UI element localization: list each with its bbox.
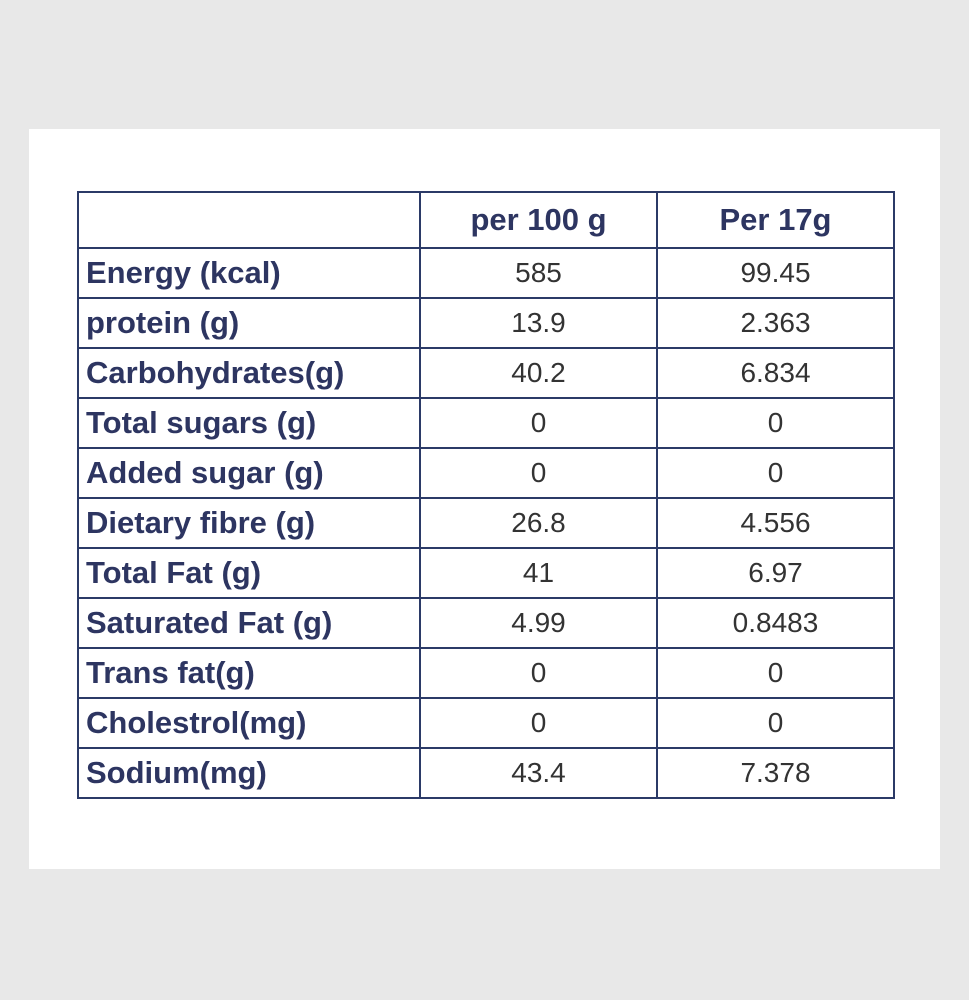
- table-row: Added sugar (g) 0 0: [77, 447, 895, 499]
- cell-value: 0: [419, 697, 658, 749]
- row-label: protein (g): [77, 297, 421, 349]
- cell-value: 4.556: [656, 497, 895, 549]
- table-row: Dietary fibre (g) 26.8 4.556: [77, 497, 895, 549]
- cell-value: 0.8483: [656, 597, 895, 649]
- cell-value: 43.4: [419, 747, 658, 799]
- cell-value: 40.2: [419, 347, 658, 399]
- cell-value: 0: [419, 397, 658, 449]
- row-label: Added sugar (g): [77, 447, 421, 499]
- table-row: Cholestrol(mg) 0 0: [77, 697, 895, 749]
- row-label: Dietary fibre (g): [77, 497, 421, 549]
- nutrition-table: per 100 g Per 17g Energy (kcal) 585 99.45 pr…: [77, 191, 895, 799]
- cell-value: 41: [419, 547, 658, 599]
- header-cell: Per 17g: [656, 191, 895, 249]
- header-cell: [77, 191, 421, 249]
- table-row: Trans fat(g) 0 0: [77, 647, 895, 699]
- row-label: Total Fat (g): [77, 547, 421, 599]
- row-label: Carbohydrates(g): [77, 347, 421, 399]
- cell-value: 4.99: [419, 597, 658, 649]
- header-cell: per 100 g: [419, 191, 658, 249]
- cell-value: 0: [419, 447, 658, 499]
- table-row: Total Fat (g) 41 6.97: [77, 547, 895, 599]
- cell-value: 2.363: [656, 297, 895, 349]
- row-label: Energy (kcal): [77, 247, 421, 299]
- cell-value: 0: [419, 647, 658, 699]
- row-label: Saturated Fat (g): [77, 597, 421, 649]
- cell-value: 6.97: [656, 547, 895, 599]
- table-row: Carbohydrates(g) 40.2 6.834: [77, 347, 895, 399]
- table-row: protein (g) 13.9 2.363: [77, 297, 895, 349]
- cell-value: 26.8: [419, 497, 658, 549]
- cell-value: 0: [656, 447, 895, 499]
- cell-value: 585: [419, 247, 658, 299]
- cell-value: 13.9: [419, 297, 658, 349]
- table-row: Total sugars (g) 0 0: [77, 397, 895, 449]
- table-row: Energy (kcal) 585 99.45: [77, 247, 895, 299]
- cell-value: 0: [656, 697, 895, 749]
- row-label: Sodium(mg): [77, 747, 421, 799]
- header-row: per 100 g Per 17g: [77, 191, 895, 249]
- panel: per 100 g Per 17g Energy (kcal) 585 99.45 pr…: [29, 129, 940, 869]
- cell-value: 7.378: [656, 747, 895, 799]
- cell-value: 6.834: [656, 347, 895, 399]
- row-label: Trans fat(g): [77, 647, 421, 699]
- cell-value: 99.45: [656, 247, 895, 299]
- row-label: Cholestrol(mg): [77, 697, 421, 749]
- cell-value: 0: [656, 647, 895, 699]
- table-row: Saturated Fat (g) 4.99 0.8483: [77, 597, 895, 649]
- table-row: Sodium(mg) 43.4 7.378: [77, 747, 895, 799]
- cell-value: 0: [656, 397, 895, 449]
- row-label: Total sugars (g): [77, 397, 421, 449]
